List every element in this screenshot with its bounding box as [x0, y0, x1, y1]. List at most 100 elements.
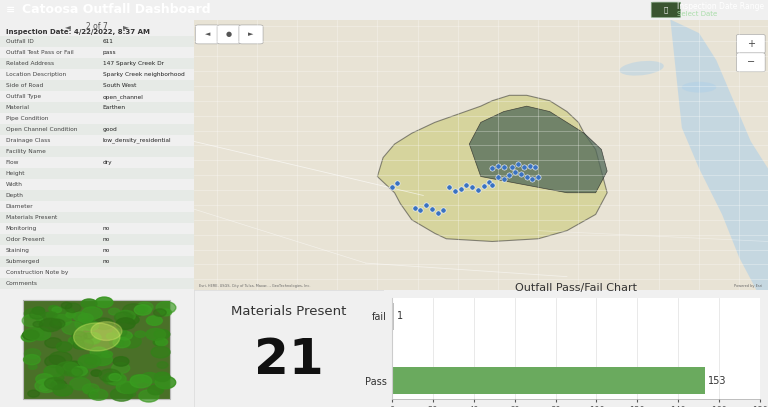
Circle shape [84, 387, 95, 394]
Circle shape [78, 354, 101, 368]
FancyBboxPatch shape [0, 223, 194, 234]
Circle shape [154, 309, 166, 317]
Circle shape [123, 304, 145, 317]
Text: Catoosa Outfall Dashboard: Catoosa Outfall Dashboard [22, 3, 210, 16]
FancyBboxPatch shape [0, 245, 194, 256]
Text: ◄: ◄ [65, 22, 71, 31]
Circle shape [116, 310, 135, 322]
Text: dry: dry [103, 160, 112, 165]
Circle shape [156, 302, 176, 314]
Circle shape [65, 361, 83, 372]
Circle shape [39, 385, 49, 391]
Text: Outfall Type: Outfall Type [6, 94, 41, 99]
Text: ►: ► [248, 31, 253, 37]
Circle shape [30, 310, 45, 319]
Text: low_density_residential: low_density_residential [103, 138, 171, 143]
Circle shape [53, 384, 73, 396]
Circle shape [134, 305, 151, 315]
FancyBboxPatch shape [0, 267, 194, 278]
FancyBboxPatch shape [194, 20, 768, 290]
Text: ●: ● [226, 31, 232, 37]
Text: Earthen: Earthen [103, 105, 126, 110]
Circle shape [81, 299, 97, 309]
Circle shape [110, 338, 124, 347]
Text: Inspection Date: 4/22/2022, 8:37 AM: Inspection Date: 4/22/2022, 8:37 AM [6, 29, 150, 35]
Circle shape [71, 367, 89, 378]
FancyBboxPatch shape [0, 36, 194, 47]
FancyBboxPatch shape [0, 146, 194, 157]
Circle shape [22, 330, 39, 340]
FancyBboxPatch shape [737, 53, 765, 72]
Title: Outfall Pass/Fail Chart: Outfall Pass/Fail Chart [515, 283, 637, 293]
Circle shape [99, 369, 121, 382]
Circle shape [116, 381, 136, 393]
Circle shape [52, 307, 61, 313]
Text: Location Description: Location Description [6, 72, 66, 77]
Text: Materials Present: Materials Present [6, 215, 57, 220]
Circle shape [33, 321, 43, 327]
Text: Width: Width [6, 182, 23, 187]
Circle shape [66, 312, 76, 318]
Circle shape [155, 376, 176, 389]
Circle shape [25, 309, 41, 319]
Text: Select Date: Select Date [677, 11, 717, 17]
Ellipse shape [682, 82, 717, 93]
Circle shape [28, 364, 37, 369]
Text: Open Channel Condition: Open Channel Condition [6, 127, 77, 132]
Text: Construction Note by: Construction Note by [6, 270, 68, 275]
Circle shape [130, 375, 152, 388]
Circle shape [62, 366, 77, 374]
FancyBboxPatch shape [0, 80, 194, 91]
Text: Depth: Depth [6, 193, 24, 198]
Text: Material: Material [6, 105, 30, 110]
Circle shape [95, 297, 113, 308]
Circle shape [25, 349, 41, 359]
Circle shape [48, 306, 59, 312]
Circle shape [50, 319, 65, 328]
Text: Flow: Flow [6, 160, 19, 165]
Circle shape [93, 354, 112, 365]
Circle shape [116, 318, 135, 329]
Text: Materials Present: Materials Present [231, 305, 346, 318]
Text: Related Address: Related Address [6, 61, 54, 66]
Circle shape [45, 338, 61, 348]
Circle shape [94, 318, 114, 329]
Circle shape [49, 352, 72, 365]
Text: no: no [103, 226, 110, 231]
FancyBboxPatch shape [0, 47, 194, 58]
Text: Drainage Class: Drainage Class [6, 138, 50, 143]
Text: Comments: Comments [6, 281, 38, 286]
Circle shape [113, 328, 127, 337]
Circle shape [108, 308, 120, 315]
Circle shape [45, 355, 65, 368]
Circle shape [36, 374, 54, 384]
Circle shape [70, 378, 91, 390]
Circle shape [71, 336, 84, 344]
Polygon shape [469, 106, 607, 193]
Text: Pipe Condition: Pipe Condition [6, 116, 48, 121]
Circle shape [28, 390, 39, 397]
FancyBboxPatch shape [0, 212, 194, 223]
Circle shape [73, 342, 84, 349]
FancyBboxPatch shape [0, 179, 194, 190]
Text: ◄: ◄ [204, 31, 210, 37]
Circle shape [64, 363, 78, 372]
FancyBboxPatch shape [195, 25, 220, 44]
Text: South West: South West [103, 83, 136, 88]
Circle shape [78, 313, 93, 323]
Circle shape [147, 385, 164, 395]
Text: Outfall ID: Outfall ID [6, 39, 34, 44]
FancyBboxPatch shape [0, 234, 194, 245]
Circle shape [91, 352, 112, 365]
Circle shape [24, 328, 44, 340]
Circle shape [88, 337, 100, 344]
Circle shape [118, 331, 132, 340]
FancyBboxPatch shape [0, 91, 194, 102]
Bar [392, 303, 394, 330]
FancyBboxPatch shape [0, 124, 194, 135]
Text: Esri, HERE, USGS, City of Tulsa, Maxar..., GeoTechnologies, Inc.: Esri, HERE, USGS, City of Tulsa, Maxar..… [199, 284, 311, 288]
FancyBboxPatch shape [0, 201, 194, 212]
Text: Side of Road: Side of Road [6, 83, 43, 88]
Circle shape [85, 358, 93, 363]
Text: Outfall Test Pass or Fail: Outfall Test Pass or Fail [6, 50, 74, 55]
